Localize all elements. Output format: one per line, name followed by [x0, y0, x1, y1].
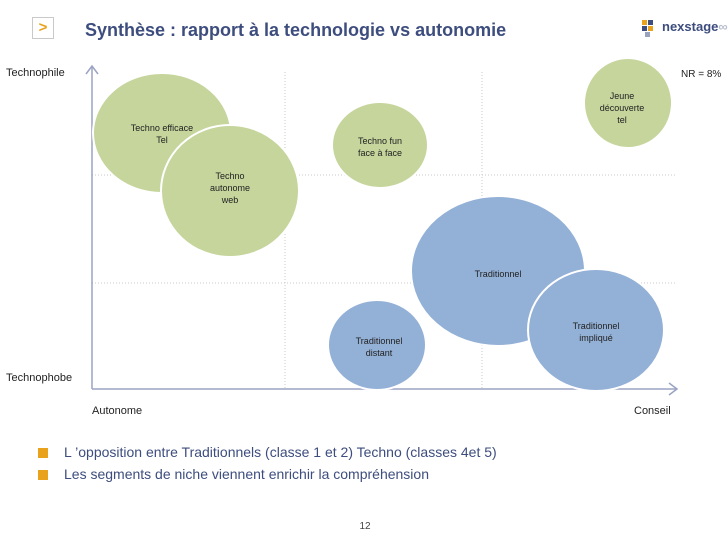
bubbles	[92, 57, 673, 392]
bubble-label-techno-autonome: Techno autonome web	[209, 171, 251, 205]
logo-tail-text: ∞	[718, 19, 728, 34]
bubble-label-techno-fun: Techno fun face à face	[357, 136, 403, 158]
nav-arrow-button[interactable]: >	[32, 17, 54, 39]
page-title: Synthèse : rapport à la technologie vs a…	[85, 20, 507, 40]
non-response-note: NR = 8%	[681, 69, 722, 80]
x-axis-left-label: Autonome	[92, 405, 143, 417]
page-number: 12	[359, 521, 371, 532]
y-axis-top-label: Technophile	[6, 67, 65, 79]
bullet-text: L ’opposition entre Traditionnels (class…	[64, 444, 497, 460]
bubble-techno-fun	[331, 101, 429, 189]
bubble-jeune-decouverte	[583, 57, 673, 149]
bubble-label-jeune-decouverte: Jeune découverte tel	[599, 91, 645, 125]
bubble-techno-autonome-web	[160, 124, 300, 258]
bullet-square-icon	[38, 448, 48, 458]
bubble-label-traditionnel-implique: Traditionnel impliqué	[572, 321, 620, 343]
bullet-square-icon	[38, 470, 48, 480]
bubble-traditionnel-implique	[527, 268, 665, 392]
bubble-label-techno-efficace: Techno efficace Tel	[130, 123, 194, 145]
logo-text: nexstage∞	[662, 19, 728, 34]
bubble-label-traditionnel-distant: Traditionnel distant	[355, 336, 403, 358]
logo-icon	[642, 20, 653, 37]
y-axis-bottom-label: Technophobe	[6, 372, 73, 384]
logo-main-text: nexstage	[662, 19, 719, 34]
bullet-text: Les segments de niche viennent enrichir …	[64, 466, 429, 482]
bubble-traditionnel-distant	[327, 299, 427, 391]
x-axis-right-label: Conseil	[634, 405, 671, 417]
bubble-label-traditionnel: Traditionnel	[474, 269, 522, 279]
